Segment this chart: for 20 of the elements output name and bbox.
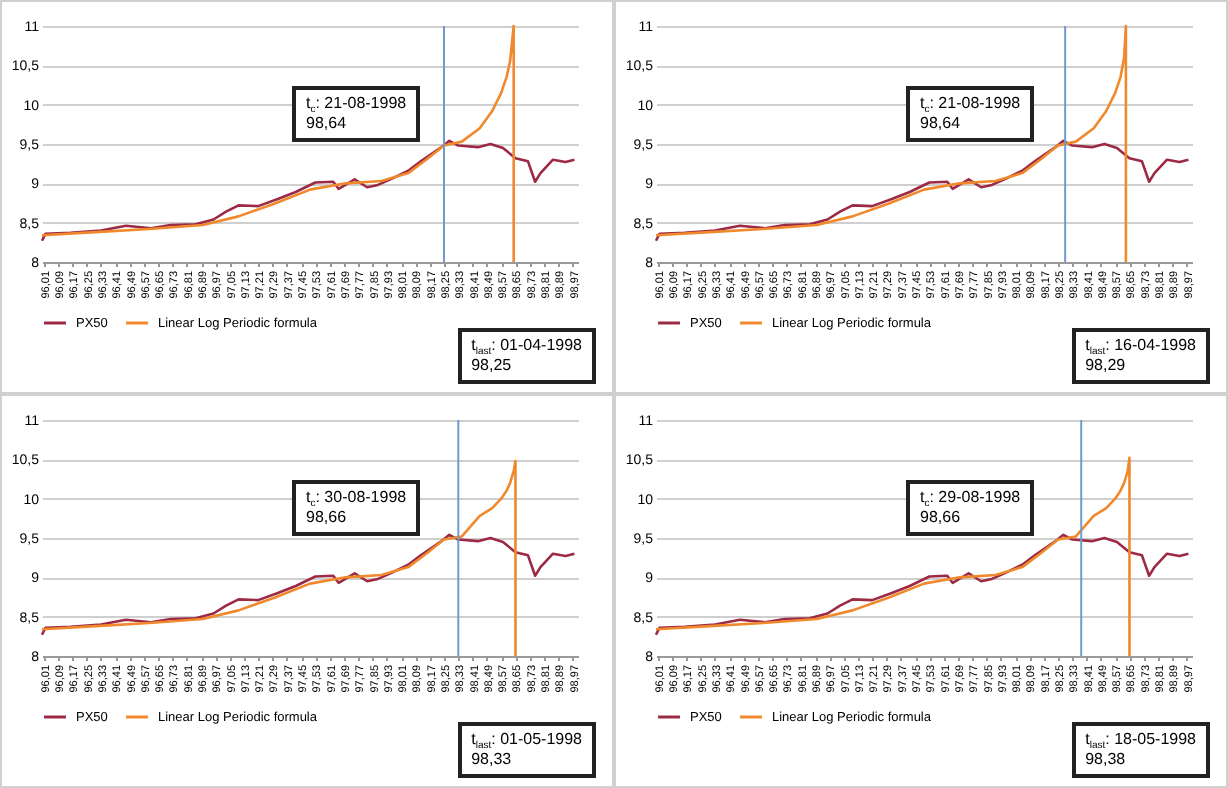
annotation: t$_{c}$: 30-08-1998 98,66 bbox=[306, 488, 407, 528]
line-series bbox=[40, 24, 515, 264]
annotation: t$_{c}$: 21-08-1998 98,64 bbox=[920, 94, 1021, 134]
text-box: t$_{c}$: 30-08-1998 98,66 bbox=[292, 480, 421, 536]
text-box: t$_{c}$: 29-08-1998 98,66 bbox=[906, 480, 1035, 536]
text-box: t$_{last}$: 16-04-1998 98,29 bbox=[1071, 328, 1210, 384]
line-series bbox=[654, 139, 1190, 243]
line-series bbox=[654, 24, 1128, 264]
text-box: t$_{last}$: 01-04-1998 98,25 bbox=[457, 328, 596, 384]
text-box: t$_{c}$: 21-08-1998 98,64 bbox=[906, 86, 1035, 142]
text-box: t$_{c}$: 21-08-1998 98,64 bbox=[292, 86, 421, 142]
text-box: t$_{last}$: 18-05-1998 98,38 bbox=[1071, 722, 1210, 778]
annotation: t$_{c}$: 21-08-1998 98,64 bbox=[306, 94, 407, 134]
line-series bbox=[654, 456, 1131, 658]
annotation: t$_{c}$: 29-08-1998 98,66 bbox=[920, 488, 1021, 528]
line-series bbox=[40, 533, 576, 637]
line-series bbox=[40, 139, 576, 243]
line-series bbox=[654, 533, 1190, 637]
text-box: t$_{last}$: 01-05-1998 98,33 bbox=[457, 722, 596, 778]
line-series bbox=[40, 459, 517, 658]
